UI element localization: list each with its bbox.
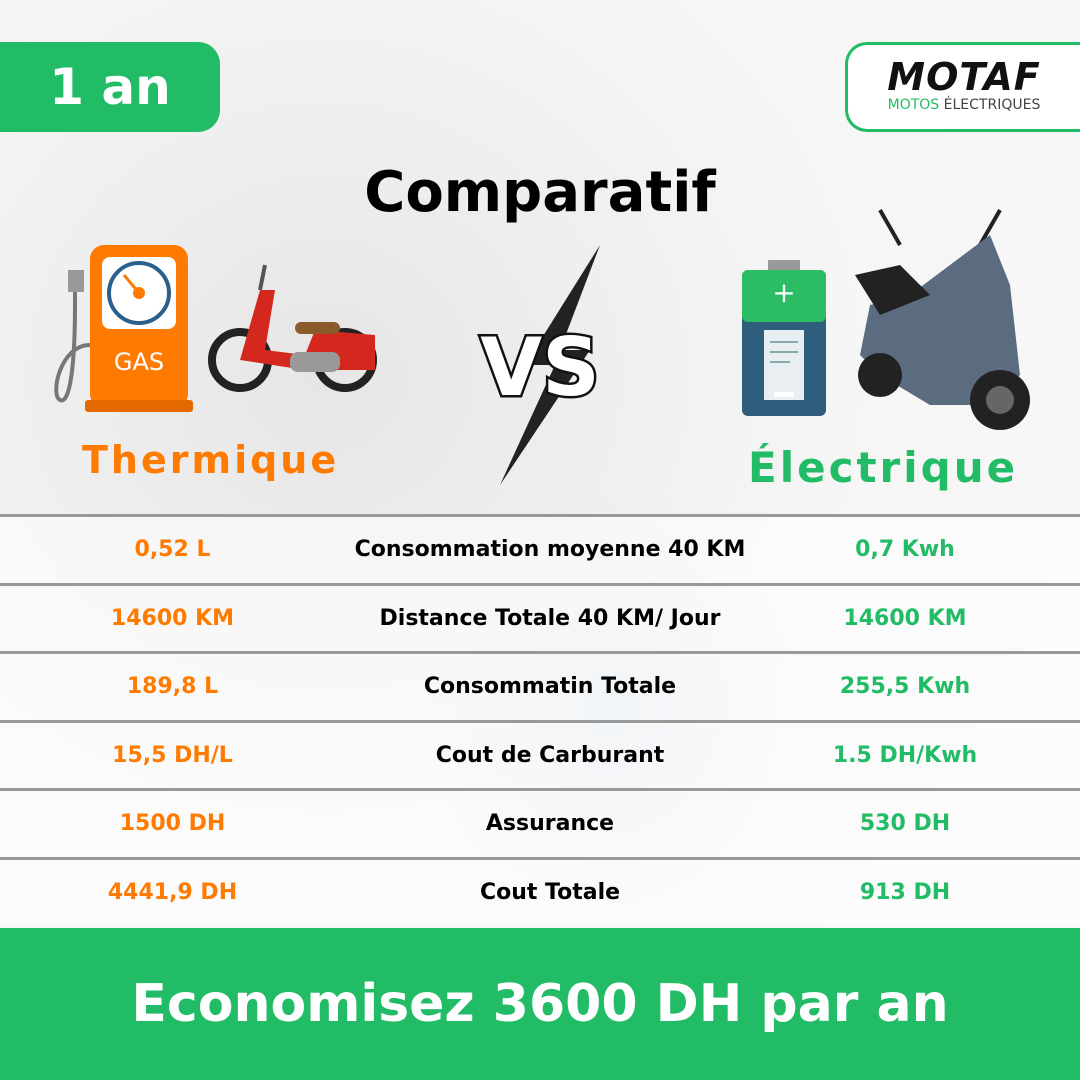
electrique-label: Électrique <box>748 443 1019 492</box>
electrique-value: 1.5 DH/Kwh <box>832 742 978 768</box>
gas-label: GAS <box>114 348 164 376</box>
electrique-value: 255,5 Kwh <box>839 674 971 700</box>
table-row: 15,5 DH/L Cout de Carburant 1.5 DH/Kwh <box>0 719 1080 788</box>
page-title: Comparatif <box>364 160 716 225</box>
thermal-scooter-image <box>208 264 377 392</box>
vs-lightning-icon: VS <box>478 245 602 485</box>
row-label: Cout de Carburant <box>435 742 665 768</box>
comparison-table: 0,52 L Consommation moyenne 40 KM 0,7 Kwh … <box>0 514 1080 925</box>
savings-banner: Economisez 3600 DH par an <box>0 928 1080 1080</box>
logo-tag-green: MOTOS <box>887 97 940 113</box>
electrique-value: 913 DH <box>859 879 951 905</box>
period-badge: 1 an <box>0 42 220 132</box>
table-row: 0,52 L Consommation moyenne 40 KM 0,7 Kwh <box>0 514 1080 583</box>
gas-pump-icon: GAS <box>54 245 193 412</box>
thermique-value: 4441,9 DH <box>107 879 238 905</box>
vs-text: VS <box>480 321 600 414</box>
table-row: 189,8 L Consommatin Totale 255,5 Kwh <box>0 651 1080 720</box>
row-label: Cout Totale <box>479 879 621 905</box>
table-row: 4441,9 DH Cout Totale 913 DH <box>0 856 1080 925</box>
row-label: Consommation moyenne 40 KM <box>354 537 746 563</box>
table-row: 14600 KM Distance Totale 40 KM/ Jour 14600… <box>0 582 1080 651</box>
thermique-value: 0,52 L <box>134 537 211 563</box>
electric-scooter-image <box>855 209 1030 430</box>
electrique-value: 530 DH <box>859 811 951 837</box>
row-label: Assurance <box>485 811 615 837</box>
svg-text:+: + <box>772 276 795 309</box>
thermique-label: Thermique <box>82 438 340 482</box>
thermique-value: 1500 DH <box>119 811 226 837</box>
thermique-value: 189,8 L <box>126 674 219 700</box>
motaf-logo: MOTAF MOTOS ÉLECTRIQUES <box>845 42 1080 132</box>
logo-name: MOTAF <box>887 55 1041 99</box>
thermique-value: 15,5 DH/L <box>112 742 233 768</box>
logo-tag-rest: ÉLECTRIQUES <box>943 97 1041 113</box>
electrique-value: 14600 KM <box>843 605 967 631</box>
table-row: 1500 DH Assurance 530 DH <box>0 788 1080 857</box>
battery-icon: + <box>742 260 826 416</box>
electrique-value: 0,7 Kwh <box>855 537 955 563</box>
row-label: Distance Totale 40 KM/ Jour <box>379 605 721 631</box>
thermique-value: 14600 KM <box>110 605 235 631</box>
row-label: Consommatin Totale <box>423 674 677 700</box>
logo-tagline: MOTOS ÉLECTRIQUES <box>848 97 1080 113</box>
